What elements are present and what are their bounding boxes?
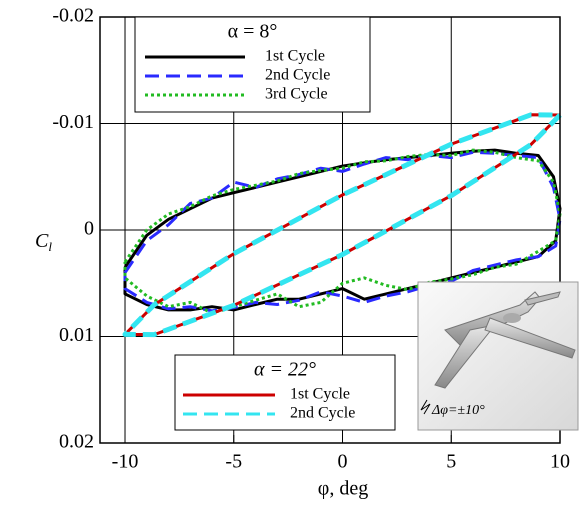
- y-tick-label: -0.01: [52, 111, 94, 133]
- y-tick-label: -0.02: [52, 5, 94, 27]
- x-tick-label: -5: [225, 451, 242, 473]
- legend-label: 1st Cycle: [290, 386, 350, 403]
- engine: [503, 313, 521, 323]
- y-axis-label: Cl: [35, 230, 52, 254]
- x-tick-label: 10: [550, 451, 570, 473]
- legend-label: 1st Cycle: [265, 48, 325, 65]
- inset-label: Δφ=±10°: [431, 403, 485, 418]
- legend-title: α = 22°: [254, 359, 316, 381]
- inset: Δφ=±10°: [418, 282, 578, 430]
- y-tick-label: 0.02: [59, 431, 94, 453]
- y-tick-label: 0.01: [59, 324, 94, 346]
- legend-label: 2nd Cycle: [265, 67, 330, 84]
- y-axis-label-main: C: [35, 230, 49, 252]
- y-axis-label-sub: l: [48, 239, 52, 254]
- x-axis-label: φ, deg: [318, 478, 368, 500]
- legend-label: 3rd Cycle: [265, 86, 328, 103]
- x-tick-label: 5: [446, 451, 456, 473]
- legend-label: 2nd Cycle: [290, 405, 355, 422]
- legend-title: α = 8°: [228, 21, 278, 43]
- x-tick-label: 0: [338, 451, 348, 473]
- x-tick-label: -10: [112, 451, 139, 473]
- chart: φ, deg Cl Δφ=±10° α = 8° 1st Cycle 2nd Cyc…: [0, 0, 585, 508]
- y-tick-label: 0: [84, 218, 94, 240]
